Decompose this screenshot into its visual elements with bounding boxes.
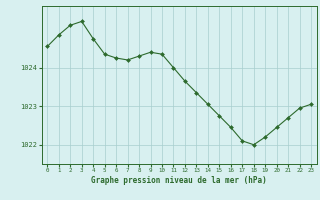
X-axis label: Graphe pression niveau de la mer (hPa): Graphe pression niveau de la mer (hPa) bbox=[91, 176, 267, 185]
